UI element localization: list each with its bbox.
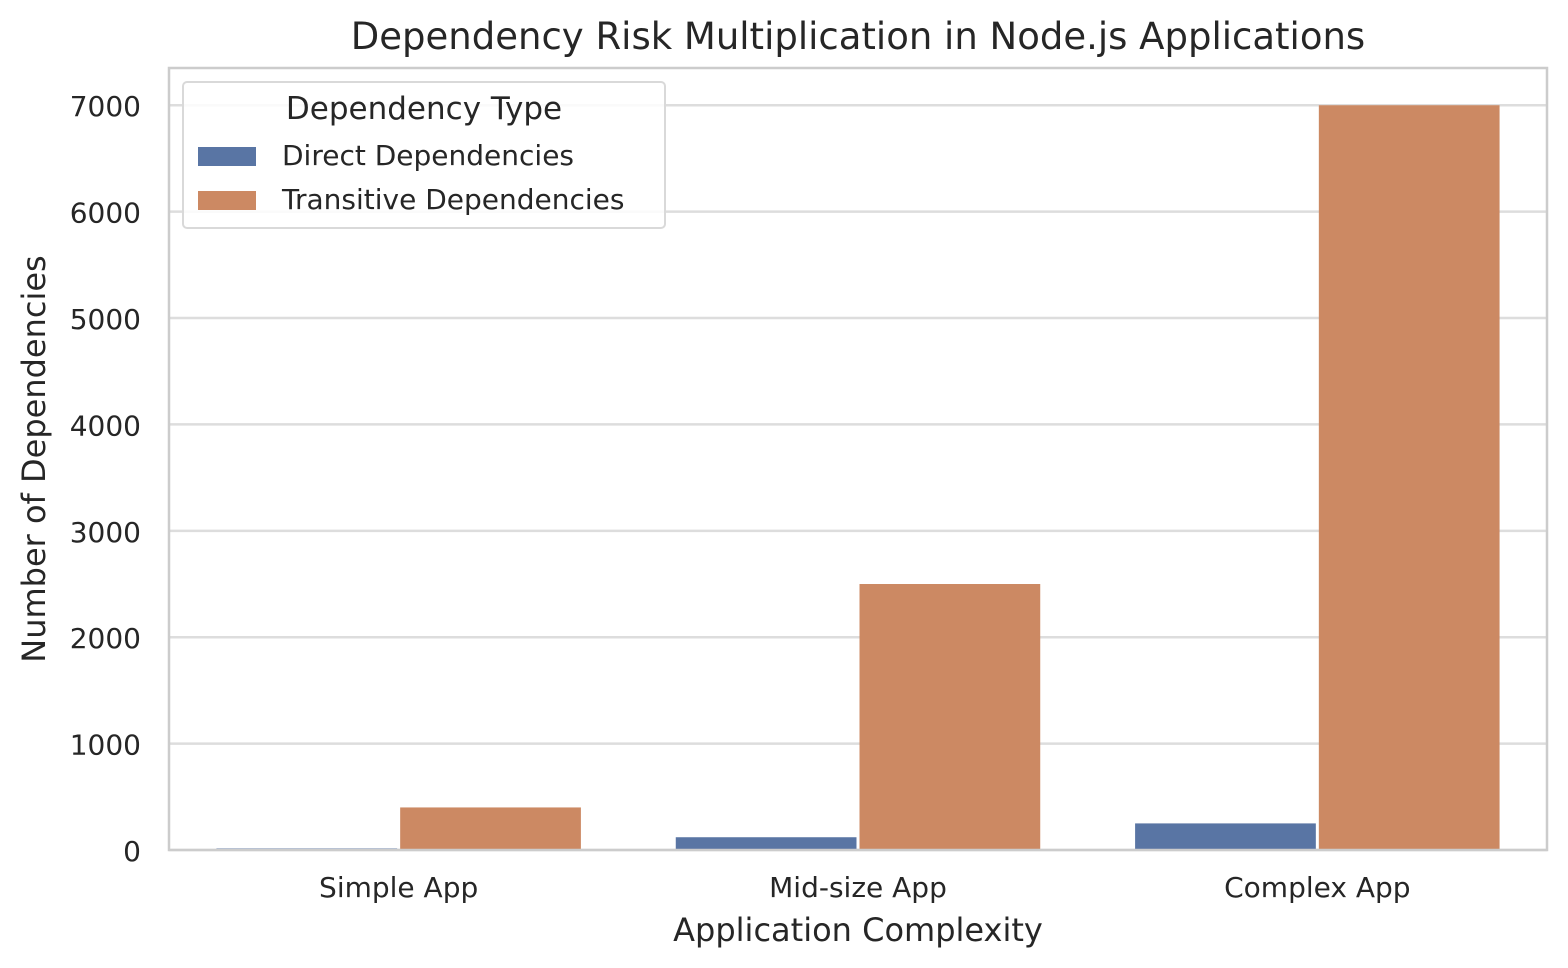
bar xyxy=(400,807,581,850)
x-axis-ticks: Simple App Mid-size App Complex App xyxy=(319,871,1410,904)
legend: Dependency Type Direct Dependencies Trans… xyxy=(182,81,666,229)
x-tick-label: Complex App xyxy=(1224,871,1410,904)
y-tick-label: 0 xyxy=(123,835,141,868)
legend-title: Dependency Type xyxy=(286,91,562,127)
legend-label: Transitive Dependencies xyxy=(281,183,625,216)
y-axis-label: Number of Dependencies xyxy=(15,255,53,662)
y-tick-label: 6000 xyxy=(70,197,141,230)
y-tick-label: 1000 xyxy=(70,729,141,762)
plot-border xyxy=(167,66,1549,852)
bar xyxy=(859,584,1041,850)
y-tick-label: 4000 xyxy=(70,409,141,442)
chart-title: Dependency Risk Multiplication in Node.j… xyxy=(351,15,1365,58)
y-tick-label: 7000 xyxy=(70,90,141,123)
x-axis-label: Application Complexity xyxy=(673,911,1043,949)
legend-swatch xyxy=(198,191,256,210)
legend-swatch xyxy=(198,147,256,166)
legend-frame xyxy=(182,81,666,229)
bar-group xyxy=(216,105,1500,850)
x-tick-label: Simple App xyxy=(319,871,478,904)
bar xyxy=(1135,823,1316,850)
y-tick-label: 3000 xyxy=(70,516,141,549)
y-tick-label: 2000 xyxy=(70,622,141,655)
bar xyxy=(1318,105,1500,850)
y-axis-ticks: 0 1000 2000 3000 4000 5000 6000 7000 xyxy=(70,90,141,868)
x-tick-label: Mid-size App xyxy=(769,871,947,904)
y-tick-label: 5000 xyxy=(70,303,141,336)
legend-items: Direct Dependencies Transitive Dependenci… xyxy=(198,139,625,216)
bar xyxy=(675,837,857,850)
legend-label: Direct Dependencies xyxy=(282,139,574,172)
